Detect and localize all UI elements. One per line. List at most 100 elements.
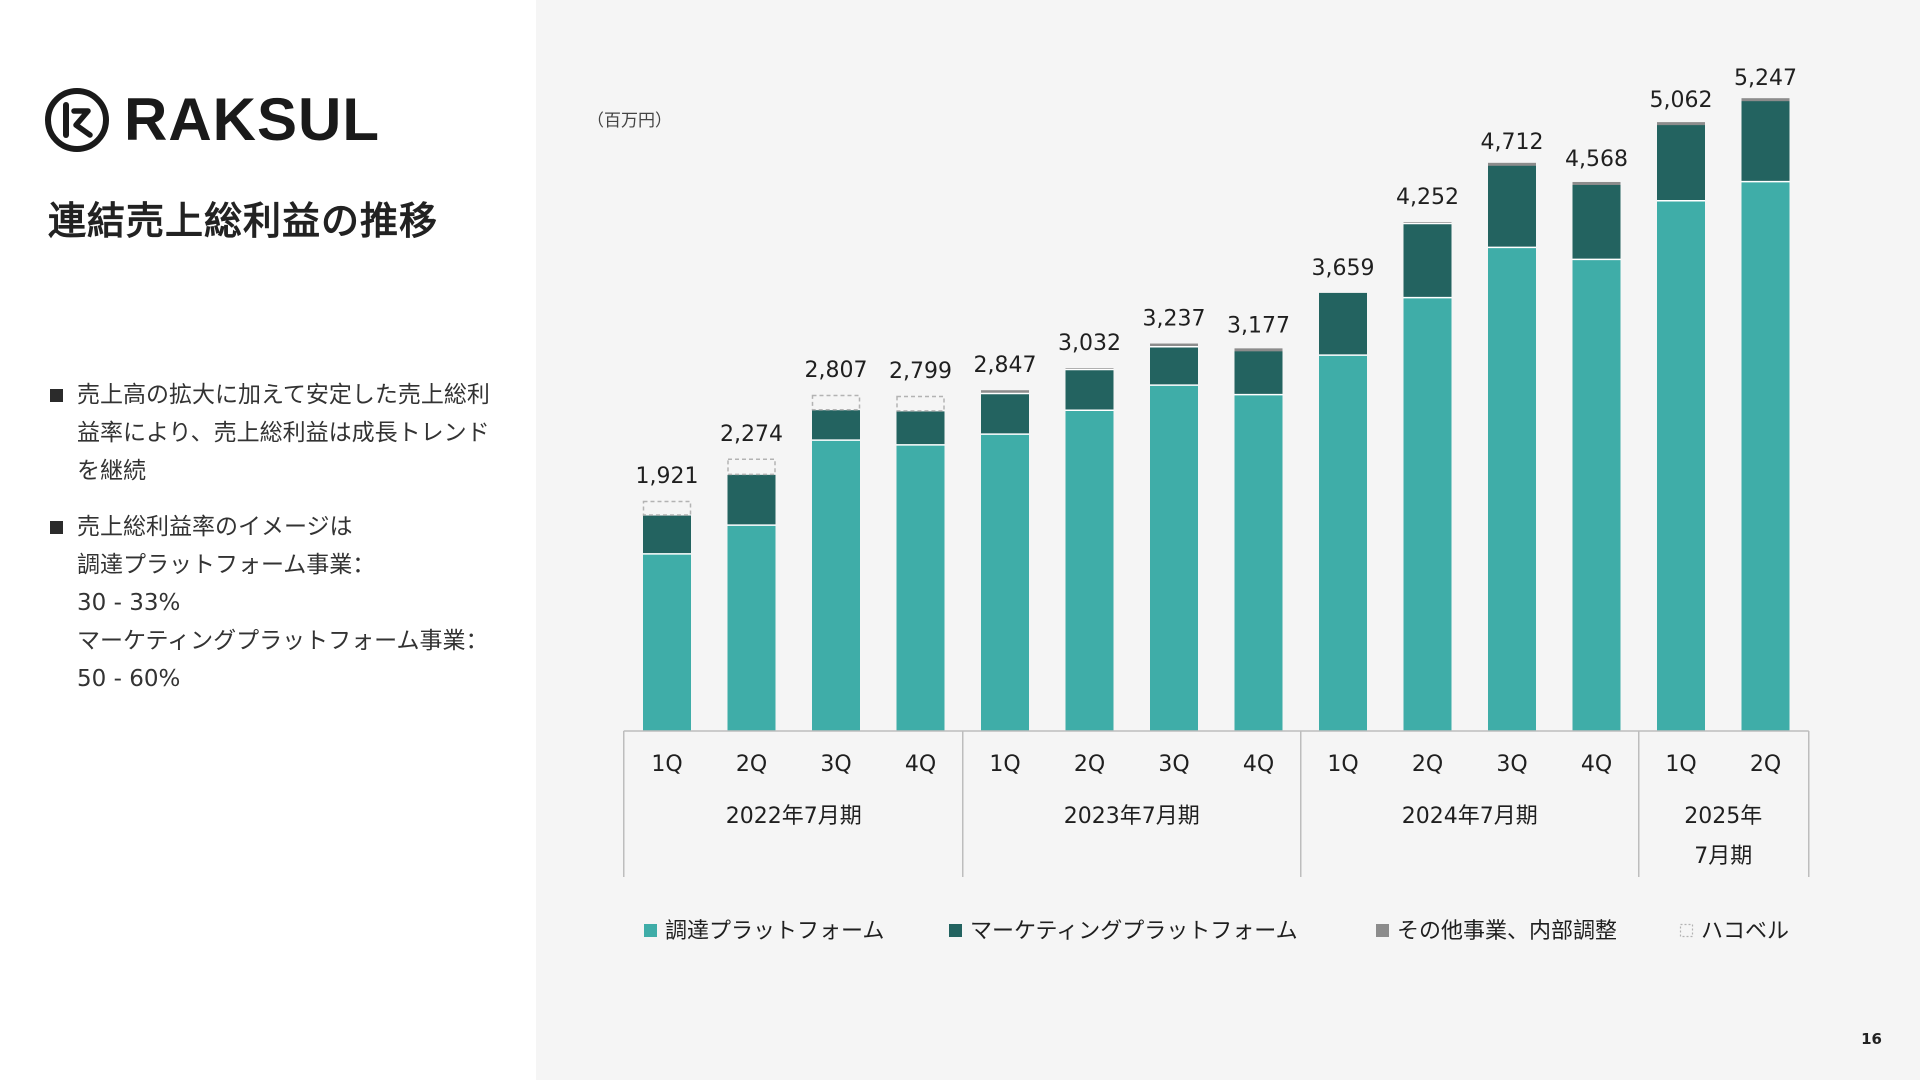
raksul-logo: RAKSUL xyxy=(44,86,380,154)
bar-segment xyxy=(643,553,691,731)
bar-segment xyxy=(1065,369,1114,411)
bar-segment xyxy=(1657,122,1705,126)
data-label: 2,799 xyxy=(889,359,952,384)
bar-segment xyxy=(643,515,691,554)
bar-segment xyxy=(1234,350,1283,395)
data-label: 4,252 xyxy=(1396,185,1459,210)
bullet-line: マーケティングプラットフォーム事業： xyxy=(77,628,489,654)
data-label: 5,062 xyxy=(1650,88,1713,113)
gross-profit-chart: 1,921 1Q 2,274 2Q 2,807 3Q 2,799 4Q 2,847 1Q 3,032… xyxy=(623,66,1810,944)
tick-label: 2Q xyxy=(1074,752,1105,777)
data-label: 3,237 xyxy=(1143,307,1206,332)
unit-label: （百万円） xyxy=(587,111,672,131)
bar-segment xyxy=(1741,98,1790,102)
bar-segment xyxy=(727,525,776,731)
tick-label: 2Q xyxy=(1412,752,1443,777)
page-title: 連結売上総利益の推移 xyxy=(48,199,439,243)
bullet-line: 売上総利益率のイメージは xyxy=(77,514,353,540)
tick-label: 3Q xyxy=(1158,752,1189,777)
bar-segment xyxy=(1572,183,1621,260)
group-label: 2025年 xyxy=(1684,804,1762,829)
tick-label: 3Q xyxy=(1496,752,1527,777)
page-number: 16 xyxy=(1861,1030,1882,1048)
bar-segment xyxy=(896,444,945,731)
tick-label: 4Q xyxy=(905,752,936,777)
tick-label: 2Q xyxy=(1750,752,1781,777)
group-label: 2022年7月期 xyxy=(726,804,862,829)
bar-segment xyxy=(1234,348,1283,352)
bar-segment xyxy=(1741,181,1790,731)
bar-segment xyxy=(981,390,1029,394)
bar-segment xyxy=(1319,355,1367,731)
bar-segment xyxy=(981,434,1029,731)
data-label: 2,847 xyxy=(974,353,1037,378)
tick-label: 4Q xyxy=(1581,752,1612,777)
data-label: 4,712 xyxy=(1481,130,1544,155)
bar-segment xyxy=(812,440,860,731)
bar-segment xyxy=(1065,410,1114,731)
bar-segment xyxy=(1150,385,1198,731)
legend-label: ハコベル xyxy=(1701,919,1789,944)
bar-segment xyxy=(1150,346,1198,386)
bar-segment xyxy=(1657,200,1705,731)
tick-label: 1Q xyxy=(1327,752,1358,777)
legend-swatch xyxy=(949,924,962,937)
data-label: 2,807 xyxy=(805,358,868,383)
tick-label: 2Q xyxy=(736,752,767,777)
bar-segment xyxy=(1319,292,1367,356)
bar-segment xyxy=(1572,181,1621,185)
tick-label: 4Q xyxy=(1243,752,1274,777)
bar-segment xyxy=(1572,259,1621,731)
bar-segment xyxy=(642,500,692,516)
bar-segment xyxy=(727,458,776,476)
group-label: 2024年7月期 xyxy=(1402,804,1538,829)
bar-segment xyxy=(811,394,861,411)
bar-segment xyxy=(1488,247,1536,732)
bullet-line: 益率により、売上総利益は成長トレンド xyxy=(77,420,490,446)
legend-swatch xyxy=(644,924,657,937)
bullet-line: 30 - 33% xyxy=(77,590,181,616)
bar-segment xyxy=(1234,394,1283,731)
legend-label: マーケティングプラットフォーム xyxy=(970,919,1298,944)
group-label: 7月期 xyxy=(1694,844,1752,869)
tick-label: 1Q xyxy=(1665,752,1696,777)
legend-label: 調達プラットフォーム xyxy=(665,919,884,944)
square-bullet-icon xyxy=(50,521,63,534)
data-label: 3,659 xyxy=(1312,256,1375,281)
raksul-logo-icon xyxy=(45,88,109,152)
bar-segment xyxy=(727,474,776,526)
bar-segment xyxy=(981,393,1029,435)
bar-segment xyxy=(1403,297,1452,731)
left-panel: RAKSUL 連結売上総利益の推移 売上高の拡大に加えて安定した売上総利 益率に… xyxy=(0,0,536,1080)
square-bullet-icon xyxy=(50,389,63,402)
bar-segment xyxy=(1488,162,1536,166)
data-label: 3,032 xyxy=(1058,331,1121,356)
data-label: 2,274 xyxy=(720,422,783,447)
tick-label: 3Q xyxy=(820,752,851,777)
bullet-item: 売上高の拡大に加えて安定した売上総利 益率により、売上総利益は成長トレンド を継… xyxy=(50,376,520,490)
bullet-line: 50 - 60% xyxy=(77,666,181,692)
bar-segment xyxy=(1488,164,1536,248)
bar-segment xyxy=(896,395,945,412)
bullet-list: 売上高の拡大に加えて安定した売上総利 益率により、売上総利益は成長トレンド を継… xyxy=(50,376,520,716)
tick-label: 1Q xyxy=(651,752,682,777)
bullet-text: 売上高の拡大に加えて安定した売上総利 益率により、売上総利益は成長トレンド を継… xyxy=(77,376,520,490)
brand-name: RAKSUL xyxy=(124,86,380,153)
bar-segment xyxy=(1657,124,1705,201)
tick-label: 1Q xyxy=(989,752,1020,777)
bar-segment xyxy=(812,410,860,441)
bullet-line: を継続 xyxy=(77,458,146,484)
bullet-text: 売上総利益率のイメージは 調達プラットフォーム事業： 30 - 33% マーケテ… xyxy=(77,508,520,698)
bar-segment xyxy=(1403,223,1452,298)
bar-segment xyxy=(896,411,945,445)
bullet-line: 売上高の拡大に加えて安定した売上総利 xyxy=(77,382,490,408)
group-label: 2023年7月期 xyxy=(1064,804,1200,829)
legend-label: その他事業、内部調整 xyxy=(1397,919,1617,944)
legend-swatch xyxy=(1679,923,1694,938)
data-label: 3,177 xyxy=(1227,314,1290,339)
bullet-line: 調達プラットフォーム事業： xyxy=(77,552,376,578)
bar-segment xyxy=(1150,343,1198,347)
legend-swatch xyxy=(1376,924,1389,937)
data-label: 1,921 xyxy=(636,464,699,489)
bar-segment xyxy=(1741,100,1790,182)
